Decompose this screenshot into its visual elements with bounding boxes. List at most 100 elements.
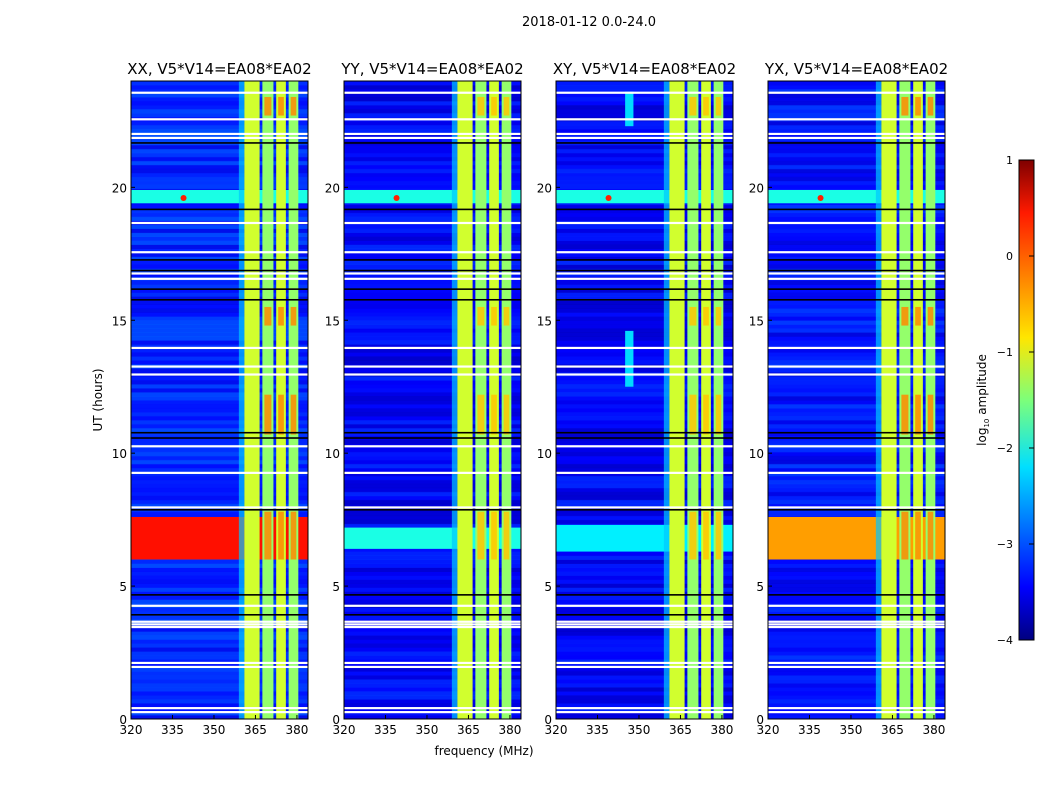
heatmap-row <box>344 471 521 477</box>
heatmap-row <box>344 216 521 222</box>
heatmap-row <box>131 643 308 648</box>
rfi-hot-patch <box>264 306 272 326</box>
heatmap-row <box>768 328 945 333</box>
heatmap-row <box>131 100 308 106</box>
heatmap-row <box>556 172 733 178</box>
flagged-row-white <box>556 373 733 376</box>
heatmap-row <box>768 180 945 186</box>
flagged-row-black <box>768 269 945 272</box>
panel-title: YX, V5*V14=EA08*EA02 <box>764 60 948 78</box>
heatmap-row <box>131 639 308 644</box>
heatmap-row <box>556 168 733 174</box>
flagged-row-white <box>768 445 945 448</box>
heatmap-row <box>556 108 733 114</box>
flagged-row-black <box>556 508 733 511</box>
flagged-row-black <box>556 298 733 301</box>
heatmap-row <box>556 667 733 672</box>
heatmap-row <box>768 403 945 409</box>
heatmap-row <box>556 244 733 249</box>
heatmap-row <box>344 256 521 261</box>
heatmap-row <box>556 627 733 632</box>
rfi-spot <box>393 194 400 201</box>
heatmap-row <box>556 380 733 385</box>
flagged-row-black <box>768 259 945 261</box>
heatmap-image <box>768 81 945 719</box>
heatmap-row <box>556 376 733 381</box>
heatmap-row <box>768 463 945 469</box>
flagged-row-white <box>344 132 521 136</box>
x-tick-label: 380 <box>710 723 733 737</box>
heatmap-row <box>768 348 945 353</box>
heatmap-row <box>768 216 945 222</box>
flagged-row-white <box>131 707 308 710</box>
heatmap-row <box>556 256 733 261</box>
heatmap-row <box>556 248 733 253</box>
heatmap-row <box>556 431 733 437</box>
heatmap-row <box>131 256 308 261</box>
rfi-channel-block <box>881 81 897 719</box>
heatmap-row <box>768 655 945 660</box>
rfi-hot-patch <box>703 96 709 116</box>
flagged-row-white <box>344 623 521 626</box>
heatmap-row <box>344 675 521 680</box>
heatmap-row <box>344 92 521 98</box>
flagged-row-white <box>556 91 733 94</box>
heatmap-stripe <box>625 330 634 387</box>
flagged-row-white <box>344 91 521 94</box>
heatmap-row <box>768 256 945 261</box>
heatmap-row <box>344 320 521 325</box>
heatmap-row <box>131 248 308 253</box>
flagged-row-white <box>344 277 521 280</box>
heatmap-row <box>344 300 521 305</box>
y-tick-label: 10 <box>749 447 764 461</box>
heatmap-row <box>556 368 733 373</box>
heatmap-row <box>344 376 521 381</box>
heatmap-row <box>768 451 945 457</box>
y-tick-label: 10 <box>325 447 340 461</box>
heatmap-row <box>131 511 308 517</box>
heatmap-row <box>768 471 945 477</box>
heatmap-row <box>131 260 308 265</box>
heatmap-row <box>131 128 308 134</box>
heatmap-row <box>768 599 945 604</box>
heatmap-row <box>131 571 308 576</box>
heatmap-row <box>131 132 308 138</box>
flagged-row-black <box>768 142 945 144</box>
heatmap-row <box>344 483 521 489</box>
heatmap-row <box>556 120 733 126</box>
heatmap-row <box>556 559 733 564</box>
heatmap-row <box>768 284 945 289</box>
rfi-hot-patch <box>901 394 909 435</box>
rfi-hot-patch <box>689 511 697 560</box>
heatmap-row <box>556 212 733 218</box>
heatmap-row <box>131 288 308 293</box>
y-tick-label: 15 <box>325 314 340 328</box>
heatmap-row <box>768 703 945 708</box>
panel-yy: YY, V5*V14=EA08*EA02 320 335 350 365 380 0 5 10 1… <box>325 60 524 737</box>
x-tick-label: 335 <box>161 723 184 737</box>
heatmap-row <box>344 388 521 393</box>
flagged-row-black <box>131 613 308 616</box>
heatmap-row <box>344 447 521 453</box>
heatmap-row <box>131 695 308 700</box>
heatmap-row <box>131 88 308 94</box>
heatmap-row <box>556 715 733 719</box>
heatmap-row <box>768 136 945 142</box>
flagged-row-black <box>768 613 945 616</box>
heatmap-row <box>344 491 521 497</box>
flagged-row-white <box>344 506 521 509</box>
heatmap-row <box>768 244 945 249</box>
flagged-row-white <box>556 272 733 275</box>
heatmap-row <box>344 499 521 505</box>
heatmap-row <box>556 396 733 401</box>
flagged-row-black <box>344 288 521 290</box>
heatmap-row <box>768 671 945 676</box>
heatmap-row <box>131 344 308 349</box>
x-tick-label: 320 <box>757 723 780 737</box>
flagged-row-white <box>768 132 945 136</box>
heatmap-row <box>131 320 308 325</box>
heatmap-row <box>131 96 308 102</box>
flagged-row-white <box>556 136 733 140</box>
flagged-row-white <box>768 91 945 94</box>
x-tick-label: 320 <box>545 723 568 737</box>
